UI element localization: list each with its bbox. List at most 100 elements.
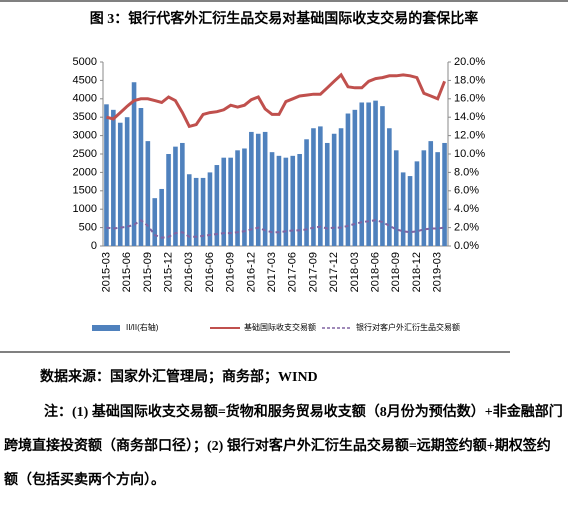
bar: [111, 109, 116, 246]
bar: [173, 146, 178, 246]
line: [106, 72, 446, 129]
x-tick-label: 2017-12: [328, 252, 340, 292]
y2-tick-label: 8.0%: [454, 166, 479, 178]
bar: [269, 152, 275, 246]
bar: [407, 176, 413, 246]
y-tick-label: 4000: [73, 93, 97, 105]
bar: [428, 141, 434, 246]
y2-tick-label: 18.0%: [454, 74, 485, 86]
bar: [373, 100, 378, 246]
source: 数据来源：国家外汇管理局；商务部；WIND: [40, 370, 318, 385]
legend-label: II/II(右轴): [126, 322, 159, 332]
note: 注：(1) 基础国际收支交易额=货物和服务贸易收支额（8月份为预估数）+非金融部…: [4, 405, 563, 488]
bar: [304, 139, 309, 246]
bar: [235, 150, 240, 246]
y2-tick-label: 16.0%: [454, 93, 485, 105]
bar: [249, 131, 254, 246]
bar: [380, 106, 385, 246]
x-tick-label: 2018-09: [390, 252, 402, 292]
y-tick-label: 2000: [73, 166, 97, 178]
bar: [338, 128, 344, 246]
bar: [366, 102, 371, 246]
bar: [276, 155, 282, 246]
bar: [359, 102, 365, 246]
bar: [186, 174, 192, 246]
bar: [318, 126, 323, 246]
y-tick-label: 3500: [73, 111, 97, 123]
y-tick-label: 0: [91, 240, 97, 252]
bar: [297, 154, 302, 246]
x-tick-label: 2017-09: [307, 252, 319, 292]
bar: [221, 157, 227, 246]
bar: [421, 150, 427, 246]
chart-title: 图 3：银行代客外汇衍生品交易对基础国际收支交易的套保比率: [90, 10, 479, 27]
x-tick-label: 2016-09: [225, 252, 237, 292]
y2-tick-label: 2.0%: [454, 222, 479, 234]
bar: [117, 122, 123, 246]
x-tick-label: 2016-12: [245, 252, 257, 292]
y-tick-label: 2500: [73, 148, 97, 160]
bar: [124, 117, 130, 246]
y2-tick-label: 0.0%: [454, 240, 479, 252]
x-tick-label: 2016-03: [183, 252, 195, 292]
bar: [145, 141, 151, 246]
y2-tick-label: 12.0%: [454, 130, 485, 142]
bar: [331, 133, 337, 246]
bar: [152, 198, 158, 246]
x-tick-label: 2019-03: [432, 252, 444, 292]
legend-label: 基础国际收支交易额: [244, 322, 316, 332]
y2-tick-label: 14.0%: [454, 111, 485, 123]
y-tick-label: 3000: [73, 130, 97, 142]
bar: [283, 157, 289, 246]
bar: [352, 109, 358, 246]
bar: [180, 142, 185, 246]
bar: [193, 177, 199, 246]
y2-tick-label: 6.0%: [454, 185, 479, 197]
bar: [214, 165, 220, 246]
bar: [242, 148, 247, 246]
y2-tick-label: 10.0%: [454, 148, 485, 160]
bar: [166, 154, 171, 246]
bar: [393, 150, 399, 246]
bar: [200, 177, 206, 246]
x-tick-label: 2015-09: [142, 252, 154, 292]
x-tick-label: 2015-03: [100, 252, 112, 292]
x-tick-label: 2017-03: [266, 252, 278, 292]
y-tick-label: 4500: [73, 74, 97, 86]
bar: [138, 108, 144, 246]
bar: [262, 131, 268, 246]
bar: [159, 188, 164, 246]
bar: [104, 104, 109, 246]
y-tick-label: 1000: [73, 203, 97, 215]
bar: [228, 157, 233, 246]
dashed-line: [106, 218, 445, 239]
x-tick-label: 2018-03: [349, 252, 361, 292]
bar: [324, 142, 330, 246]
bar: [207, 172, 213, 246]
bar: [290, 155, 296, 246]
bar: [435, 152, 440, 246]
legend-label: 银行对客户外汇衍生品交易额: [356, 322, 460, 332]
bar: [400, 172, 406, 246]
y2-tick-label: 20.0%: [454, 56, 485, 68]
bar: [387, 128, 392, 246]
y-tick-label: 1500: [73, 185, 97, 197]
bar: [414, 161, 420, 246]
bar: [311, 128, 316, 246]
bar: [442, 142, 447, 246]
x-tick-label: 2018-06: [369, 252, 381, 292]
x-tick-label: 2018-12: [411, 252, 423, 292]
y-tick-label: 5000: [73, 56, 97, 68]
y2-tick-label: 4.0%: [454, 203, 479, 215]
x-tick-label: 2015-12: [162, 252, 174, 292]
chart: 图 3：银行代客外汇衍生品交易对基础国际收支交易的套保比率 0 500 1000 15…: [0, 0, 568, 353]
legend-swatch: [92, 325, 120, 331]
x-tick-label: 2016-06: [204, 252, 216, 292]
bar: [131, 82, 137, 247]
bar: [345, 113, 351, 247]
bar: [255, 133, 261, 246]
x-tick-label: 2015-06: [121, 252, 133, 292]
y-tick-label: 500: [79, 222, 97, 234]
x-tick-label: 2017-06: [287, 252, 299, 292]
